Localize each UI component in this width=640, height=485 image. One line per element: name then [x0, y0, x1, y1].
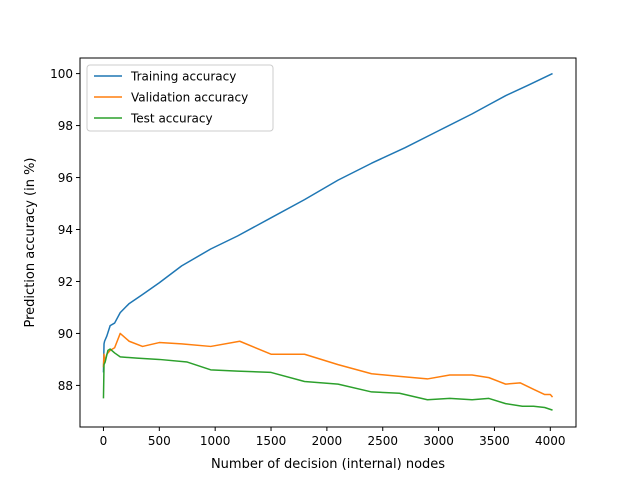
y-tick-label: 96 — [58, 171, 73, 185]
x-tick-label: 4000 — [535, 434, 566, 448]
x-tick-label: 3000 — [423, 434, 454, 448]
legend-label: Validation accuracy — [131, 91, 248, 105]
y-tick-label: 92 — [58, 275, 73, 289]
series-line-2 — [102, 332, 554, 398]
x-tick-label: 1000 — [200, 434, 231, 448]
x-tick-label: 3500 — [479, 434, 510, 448]
legend: Training accuracy Validation accuracy Test… — [86, 64, 274, 132]
y-axis-label: Prediction accuracy (in %) — [23, 158, 38, 328]
y-tick-label: 90 — [58, 327, 73, 341]
axes-frame — [79, 57, 577, 428]
series-layer — [102, 72, 554, 411]
legend-label: Test accuracy — [130, 112, 213, 126]
x-tick-label: 1500 — [256, 434, 287, 448]
y-tick-label: 100 — [50, 67, 73, 81]
x-tick-label: 0 — [100, 434, 108, 448]
y-tick-label: 88 — [58, 379, 73, 393]
x-tick-label: 2000 — [312, 434, 343, 448]
y-axis: 88 90 92 94 96 98 100 — [50, 67, 80, 393]
y-tick-label: 98 — [58, 119, 73, 133]
legend-label: Training accuracy — [130, 70, 236, 84]
x-axis: 0 500 1000 1500 2000 2500 3000 3500 4000 — [100, 427, 566, 448]
series-line-3 — [102, 348, 553, 411]
x-axis-label: Number of decision (internal) nodes — [211, 457, 445, 472]
y-tick-label: 94 — [58, 223, 73, 237]
legend-box — [86, 64, 274, 132]
series-line-1 — [102, 72, 553, 373]
x-tick-label: 500 — [148, 434, 171, 448]
x-tick-label: 2500 — [367, 434, 398, 448]
